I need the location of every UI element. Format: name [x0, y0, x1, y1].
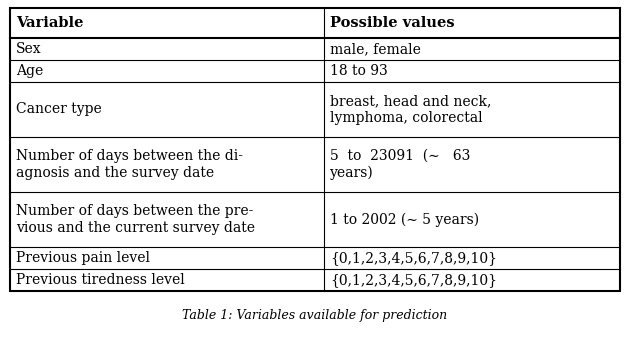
Text: male, female: male, female	[330, 42, 421, 56]
Text: Variable: Variable	[16, 16, 83, 30]
Text: Number of days between the pre-
vious and the current survey date: Number of days between the pre- vious an…	[16, 204, 255, 235]
Text: 1 to 2002 (∼ 5 years): 1 to 2002 (∼ 5 years)	[330, 212, 479, 227]
Text: Cancer type: Cancer type	[16, 102, 102, 116]
Text: {0,1,2,3,4,5,6,7,8,9,10}: {0,1,2,3,4,5,6,7,8,9,10}	[330, 273, 497, 287]
Bar	[10, 8, 620, 291]
Text: {0,1,2,3,4,5,6,7,8,9,10}: {0,1,2,3,4,5,6,7,8,9,10}	[330, 251, 497, 265]
Text: 18 to 93: 18 to 93	[330, 64, 388, 78]
Text: Previous pain level: Previous pain level	[16, 251, 150, 265]
Text: 5  to  23091  (∼   63
years): 5 to 23091 (∼ 63 years)	[330, 149, 470, 180]
Text: Previous tiredness level: Previous tiredness level	[16, 273, 185, 287]
Text: Number of days between the di-
agnosis and the survey date: Number of days between the di- agnosis a…	[16, 149, 243, 180]
Text: breast, head and neck,
lymphoma, colorectal: breast, head and neck, lymphoma, colorec…	[330, 94, 492, 125]
Text: Possible values: Possible values	[330, 16, 455, 30]
Text: Table 1: Variables available for prediction: Table 1: Variables available for predict…	[182, 309, 447, 322]
Text: Sex: Sex	[16, 42, 42, 56]
Text: Age: Age	[16, 64, 44, 78]
